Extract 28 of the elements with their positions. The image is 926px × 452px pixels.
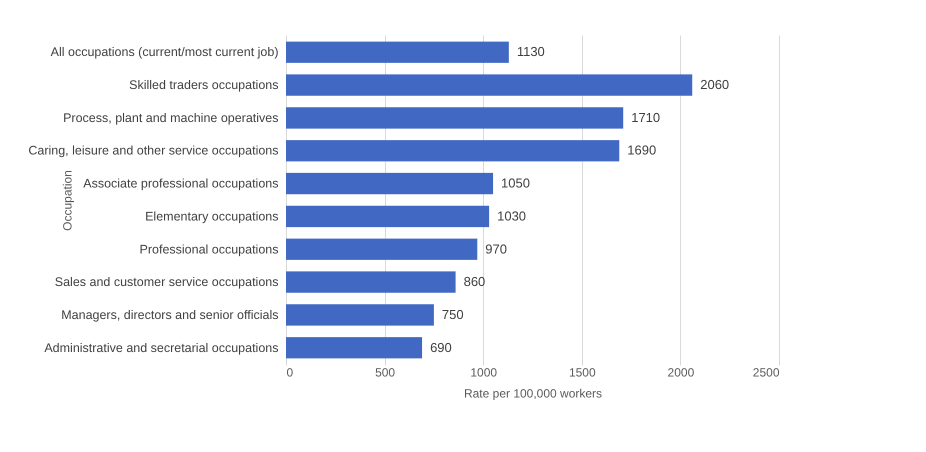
- data-label: 1690: [627, 142, 656, 158]
- data-label: 1050: [501, 176, 530, 191]
- x-tick-label: 1000: [470, 366, 498, 380]
- data-label: 690: [430, 340, 452, 355]
- x-tick-label: 2000: [668, 366, 695, 380]
- y-tick-label: Process, plant and machine operatives: [63, 110, 278, 125]
- y-axis-title: Occupation: [60, 170, 74, 231]
- y-tick-label: All occupations (current/most current job): [50, 45, 278, 60]
- y-tick-label: Elementary occupations: [145, 209, 278, 224]
- x-axis-title: Rate per 100,000 workers: [464, 386, 602, 400]
- x-tick-label: 500: [375, 366, 396, 380]
- y-tick-label: Caring, leisure and other service occupations: [28, 144, 278, 158]
- data-label: 750: [442, 306, 464, 322]
- y-tick-label: Skilled traders occupations: [129, 78, 278, 92]
- data-label: 1710: [631, 110, 660, 125]
- y-tick-label: Managers, directors and senior officials: [61, 308, 278, 322]
- x-tick-label: 0: [286, 366, 294, 380]
- y-tick-label: Professional occupations: [140, 242, 278, 256]
- data-label: 860: [464, 274, 486, 290]
- data-label: 1130: [516, 44, 545, 60]
- x-tick-label: 2500: [752, 366, 780, 380]
- data-label: 970: [485, 241, 507, 256]
- data-label: 2060: [700, 77, 730, 92]
- y-tick-label: Administrative and secretarial occupations: [44, 340, 278, 355]
- y-tick-label: Associate professional occupations: [83, 176, 278, 191]
- y-tick-label: Sales and customer service occupations: [54, 275, 278, 290]
- data-label: 1030: [497, 208, 526, 224]
- x-tick-label: 1500: [568, 366, 596, 380]
